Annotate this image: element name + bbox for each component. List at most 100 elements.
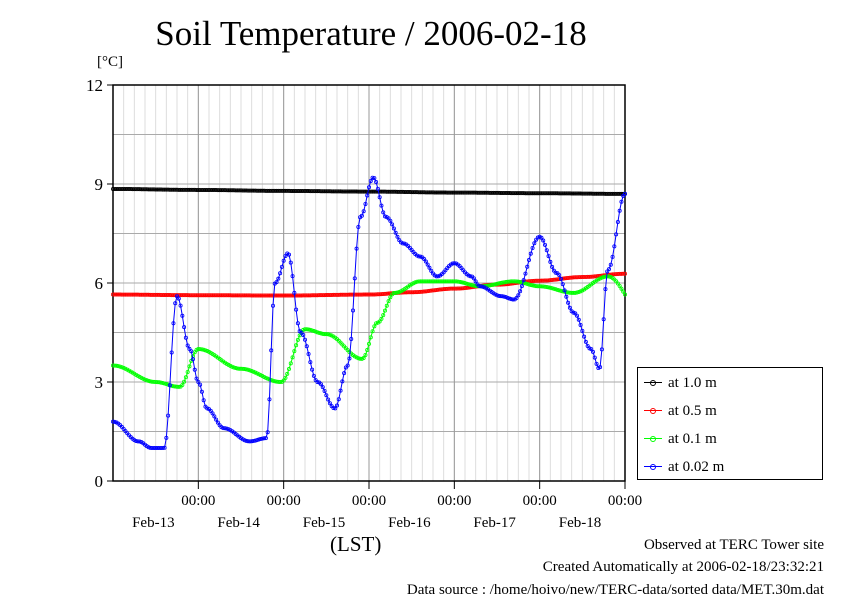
series-point [416, 254, 421, 259]
series-point [425, 289, 430, 294]
series-point [573, 290, 578, 295]
series-point [288, 260, 293, 265]
series-point [311, 373, 316, 378]
series-point [318, 331, 323, 336]
series-point [516, 293, 521, 298]
series-point [361, 356, 366, 361]
series-point [381, 313, 386, 318]
x-tick-time: 00:00 [523, 493, 557, 509]
series-point [286, 367, 291, 372]
series-point [196, 379, 201, 384]
legend-item-0-02m: at 0.02 m [644, 457, 724, 477]
series-point [553, 277, 558, 282]
series-point [157, 380, 162, 385]
series-point [379, 316, 384, 321]
series-point [326, 397, 331, 402]
series-point [146, 378, 151, 383]
series-point [544, 284, 549, 289]
legend-label: at 0.5 m [668, 402, 717, 419]
series-point [621, 289, 626, 294]
series-point [455, 279, 460, 284]
series-point [510, 297, 515, 302]
series-point [562, 276, 567, 281]
series-point [182, 379, 187, 384]
y-tick-label: 12 [86, 76, 103, 95]
series-point [290, 355, 295, 360]
series-point [375, 186, 380, 191]
series-point [457, 279, 462, 284]
series-point [619, 286, 624, 291]
series-point [286, 252, 291, 257]
series-point [190, 357, 195, 362]
series-point [562, 288, 567, 293]
series-point [164, 382, 169, 387]
series-point [589, 347, 594, 352]
chart-title: Soil Temperature / 2006-02-18 [155, 14, 587, 53]
series-point [612, 244, 617, 249]
x-tick-time: 00:00 [352, 493, 386, 509]
series-point [571, 310, 576, 315]
series-point [356, 224, 361, 229]
x-tick-time: 00:00 [267, 493, 301, 509]
series-point [496, 281, 501, 286]
series-point [324, 332, 329, 337]
series-point [434, 287, 439, 292]
series-point [365, 348, 370, 353]
series-point [267, 397, 272, 402]
series-point [322, 388, 327, 393]
series-point [134, 438, 139, 443]
series-point [551, 277, 556, 282]
series-point [260, 436, 265, 441]
series-point [148, 379, 153, 384]
series-point [388, 218, 393, 223]
series-point [413, 280, 418, 285]
series-point [530, 283, 535, 288]
series-point [543, 284, 548, 289]
series-point [427, 265, 432, 270]
series-point [555, 287, 560, 292]
series-point [210, 411, 215, 416]
series-point [550, 286, 555, 291]
series-point [308, 360, 313, 365]
series-point [254, 438, 259, 443]
x-tick-time: 00:00 [608, 493, 642, 509]
series-point [454, 279, 459, 284]
series-point [292, 290, 297, 295]
x-tick-date: Feb-16 [388, 515, 431, 531]
series-point [304, 344, 309, 349]
series-point [306, 327, 311, 332]
series-point [575, 290, 580, 295]
series-point [160, 445, 165, 450]
series-point [471, 276, 476, 281]
series-point [430, 288, 435, 293]
series-point [137, 439, 142, 444]
footer-site: Observed at TERC Tower site [643, 537, 824, 553]
series-point [518, 289, 523, 294]
series-point [247, 368, 252, 373]
series-point [386, 299, 391, 304]
series-point [478, 284, 483, 289]
series-point [231, 365, 236, 370]
series-point [377, 195, 382, 200]
series-point [382, 308, 387, 313]
series-point [290, 274, 295, 279]
series-point [541, 284, 546, 289]
legend-item-0-5m: at 0.5 m [644, 401, 717, 421]
series-point [333, 406, 338, 411]
series-point [621, 271, 626, 276]
series-point [182, 325, 187, 330]
series-point [361, 209, 366, 214]
series-point [390, 222, 395, 227]
series-point [521, 278, 526, 283]
series-point [366, 185, 371, 190]
series-point [395, 290, 400, 295]
series-point [368, 178, 373, 183]
series-point [491, 282, 496, 287]
series-point [199, 347, 204, 352]
x-tick-time: 00:00 [437, 493, 471, 509]
series-point [494, 281, 499, 286]
series-point [281, 258, 286, 263]
series-point [233, 366, 238, 371]
series-point [320, 385, 325, 390]
series-point [276, 276, 281, 281]
